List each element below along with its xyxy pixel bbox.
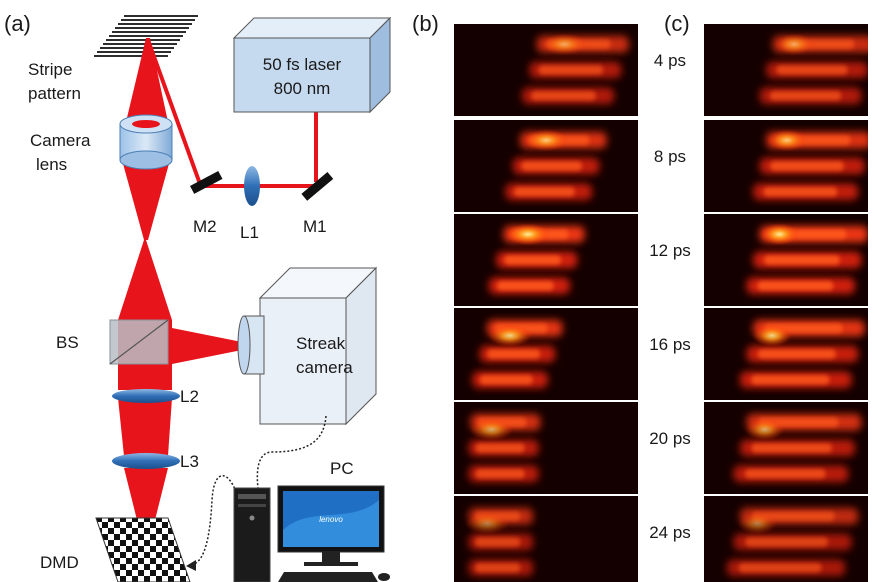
c-frame-5	[704, 402, 868, 494]
monitor-icon: lenovo	[277, 485, 385, 566]
time-label-3: 12 ps	[649, 241, 691, 260]
mirror-m1-label: M1	[303, 217, 327, 236]
beam-splitter-label: BS	[56, 333, 79, 352]
stripe-pattern	[94, 15, 198, 57]
panel-label-b: (b)	[412, 11, 439, 36]
streak-camera	[237, 266, 378, 426]
streak-camera-label-2: camera	[296, 358, 353, 377]
cable-streak-to-pc	[256, 415, 327, 489]
beam-splitter	[109, 319, 169, 365]
frames-column-c	[704, 24, 868, 582]
cable-pc-to-dmd	[193, 475, 237, 565]
laser-label-2: 800 nm	[274, 79, 331, 98]
c-frame-2	[704, 120, 868, 212]
mirror-m2	[189, 170, 223, 194]
c-frame-1	[704, 24, 868, 116]
c-frame-4	[704, 308, 868, 400]
b-frame-3	[454, 214, 638, 306]
time-label-1: 4 ps	[654, 51, 686, 70]
time-label-5: 20 ps	[649, 429, 691, 448]
c-frame-3	[704, 214, 868, 306]
time-label-2: 8 ps	[654, 147, 686, 166]
b-frame-2	[454, 120, 638, 212]
dmd	[95, 517, 191, 582]
mirror-m2-label: M2	[193, 217, 217, 236]
lens-l2	[112, 389, 180, 403]
frames-column-b	[454, 24, 638, 582]
lens-l2-label: L2	[180, 387, 199, 406]
c-frame-6	[704, 496, 868, 582]
time-labels: 4 ps 8 ps 12 ps 16 ps 20 ps 24 ps	[649, 51, 691, 542]
lens-l3-label: L3	[180, 452, 199, 471]
pc-label: PC	[330, 459, 354, 478]
lens-l3	[112, 453, 180, 469]
mirror-m1	[301, 172, 334, 201]
camera-lens-label-2: lens	[36, 155, 67, 174]
lens-l1	[244, 166, 260, 206]
time-label-6: 24 ps	[649, 523, 691, 542]
arrow-to-dmd-icon	[186, 560, 196, 571]
lens-l1-label: L1	[240, 223, 259, 242]
dmd-label: DMD	[40, 553, 79, 572]
camera-lens-label-1: Camera	[30, 131, 91, 150]
laser-source	[232, 16, 392, 114]
stripe-pattern-label-2: pattern	[28, 84, 81, 103]
streak-camera-label-1: Streak	[296, 334, 346, 353]
time-label-4: 16 ps	[649, 335, 691, 354]
pc-tower-icon	[233, 487, 271, 582]
monitor-brand: lenovo	[319, 515, 343, 524]
panel-label-c: (c)	[664, 11, 690, 36]
stripe-pattern-label-1: Stripe	[28, 60, 72, 79]
b-frame-1	[454, 24, 638, 116]
b-frame-5	[454, 402, 638, 494]
camera-lens	[119, 114, 173, 170]
b-frame-6	[454, 496, 638, 582]
b-frame-4	[454, 308, 638, 400]
panel-label-a: (a)	[4, 11, 31, 36]
laser-label-1: 50 fs laser	[263, 55, 342, 74]
keyboard-icon	[278, 572, 390, 582]
